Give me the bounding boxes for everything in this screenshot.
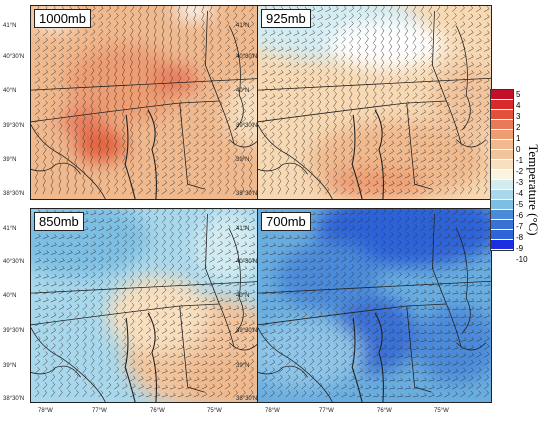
legend-label: -7 — [516, 222, 524, 231]
level-label-850mb: 850mb — [34, 212, 84, 231]
legend-swatch — [491, 170, 513, 180]
legend-label: -8 — [516, 233, 524, 242]
lat-tick: 41°N — [3, 226, 17, 232]
lat-tick: 39°30'N — [236, 123, 258, 129]
legend-swatch — [491, 100, 513, 110]
lon-tick: 76°W — [377, 408, 392, 414]
legend-swatch — [491, 200, 513, 210]
lon-tick: 75°W — [434, 408, 449, 414]
legend-label: 5 — [516, 90, 521, 99]
lat-tick: 38°30'N — [3, 191, 25, 197]
lat-tick: 39°N — [3, 157, 17, 163]
wind-barbs — [34, 209, 264, 398]
lon-tick: 78°W — [265, 408, 280, 414]
legend-label: 4 — [516, 101, 521, 110]
lat-tick: 40°30'N — [236, 259, 258, 265]
lat-tick: 38°30'N — [236, 191, 258, 197]
level-label-925mb: 925mb — [261, 9, 311, 28]
legend-label: -10 — [516, 255, 528, 264]
legend-swatch — [491, 90, 513, 100]
legend-swatch — [491, 190, 513, 200]
colorbar-title: Temperature (°C) — [526, 144, 541, 236]
legend-swatch — [491, 120, 513, 130]
legend-swatch — [491, 160, 513, 170]
lon-tick: 77°W — [92, 408, 107, 414]
lat-tick: 39°N — [236, 157, 250, 163]
legend-swatch — [491, 230, 513, 240]
panel-1000mb: 1000mb — [30, 5, 265, 200]
lon-tick: 78°W — [38, 408, 53, 414]
map-850mb — [31, 209, 264, 402]
lat-tick: 41°N — [236, 226, 250, 232]
legend-swatch — [491, 140, 513, 150]
legend-label: -5 — [516, 200, 524, 209]
legend-swatch — [491, 130, 513, 140]
lat-tick: 41°N — [236, 23, 250, 29]
lat-tick: 39°N — [236, 363, 250, 369]
legend-swatch — [491, 150, 513, 160]
panel-850mb: 850mb — [30, 208, 265, 403]
legend-label: -4 — [516, 189, 524, 198]
legend-label: -2 — [516, 167, 524, 176]
legend-label: 3 — [516, 112, 521, 121]
legend-swatch — [491, 180, 513, 190]
legend-label: 2 — [516, 123, 521, 132]
lat-tick: 39°30'N — [236, 328, 258, 334]
legend-swatch — [491, 240, 513, 250]
panel-700mb: 700mb — [257, 208, 492, 403]
lat-tick: 40°30'N — [3, 259, 25, 265]
lat-tick: 38°30'N — [236, 396, 258, 402]
lon-tick: 77°W — [319, 408, 334, 414]
legend-label: -6 — [516, 211, 524, 220]
lat-tick: 39°N — [3, 363, 17, 369]
lat-tick: 40°N — [236, 88, 250, 94]
wind-barbs — [34, 6, 263, 195]
legend-label: -1 — [516, 156, 524, 165]
lat-tick: 40°N — [236, 293, 250, 299]
level-label-1000mb: 1000mb — [34, 9, 91, 28]
lat-tick: 38°30'N — [3, 396, 25, 402]
map-925mb — [258, 6, 491, 199]
lon-tick: 76°W — [150, 408, 165, 414]
colorbar — [490, 89, 514, 251]
legend-swatch — [491, 210, 513, 220]
legend-label: -9 — [516, 244, 524, 253]
lat-tick: 40°30'N — [3, 54, 25, 60]
lat-tick: 40°N — [3, 293, 17, 299]
map-boundaries — [31, 213, 264, 402]
lat-tick: 41°N — [3, 23, 17, 29]
map-boundaries — [258, 10, 491, 199]
map-1000mb — [31, 6, 264, 199]
map-700mb — [258, 209, 491, 402]
legend-swatch — [491, 110, 513, 120]
map-boundaries — [31, 10, 264, 199]
legend-swatch — [491, 220, 513, 230]
lat-tick: 39°30'N — [3, 328, 25, 334]
panel-925mb: 925mb — [257, 5, 492, 200]
wind-barbs — [261, 6, 490, 195]
map-boundaries — [258, 213, 491, 402]
lat-tick: 40°N — [3, 88, 17, 94]
lat-tick: 40°30'N — [236, 54, 258, 60]
lat-tick: 39°30'N — [3, 123, 25, 129]
lon-tick: 75°W — [207, 408, 222, 414]
level-label-700mb: 700mb — [261, 212, 311, 231]
legend-label: 0 — [516, 145, 521, 154]
legend-label: 1 — [516, 134, 521, 143]
legend-label: -3 — [516, 178, 524, 187]
